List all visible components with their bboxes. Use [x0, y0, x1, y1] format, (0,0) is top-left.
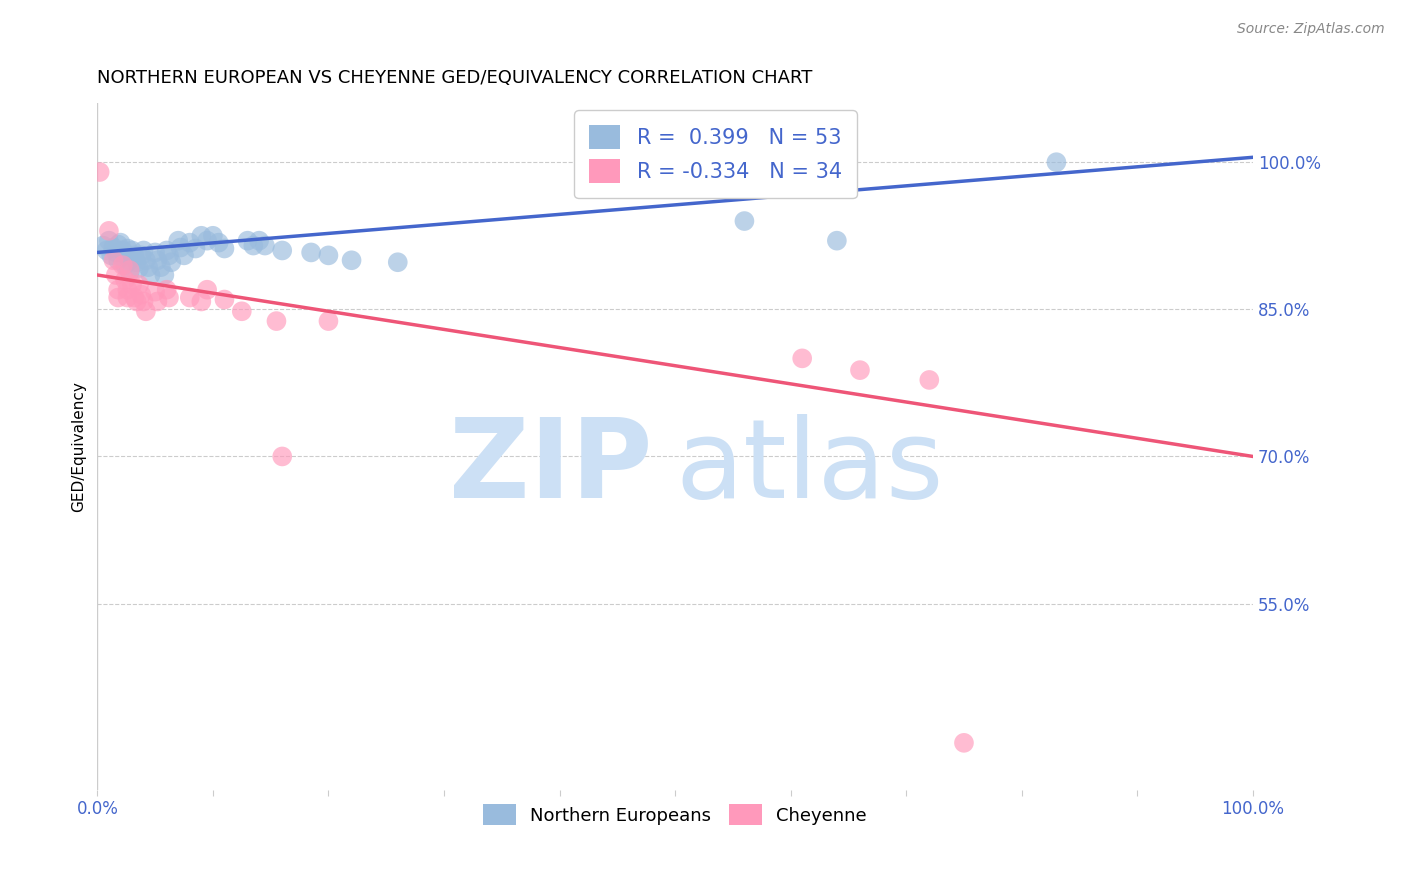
- Point: [136, 260, 159, 274]
- Point: [208, 235, 231, 250]
- Point: [156, 244, 179, 258]
- Point: [111, 244, 134, 258]
- Point: [100, 248, 122, 262]
- Point: [132, 244, 155, 258]
- Point: [214, 293, 236, 307]
- Point: [135, 253, 157, 268]
- Point: [195, 234, 218, 248]
- Point: [124, 248, 146, 262]
- Point: [118, 265, 141, 279]
- Point: [118, 263, 141, 277]
- Point: [792, 351, 814, 366]
- Point: [195, 283, 218, 297]
- Text: atlas: atlas: [675, 414, 943, 521]
- Point: [190, 294, 212, 309]
- Point: [271, 450, 294, 464]
- Point: [110, 235, 132, 250]
- Point: [139, 268, 162, 282]
- Text: ZIP: ZIP: [449, 414, 652, 521]
- Point: [146, 253, 169, 268]
- Point: [167, 234, 190, 248]
- Point: [253, 238, 276, 252]
- Point: [146, 294, 169, 309]
- Point: [825, 234, 848, 248]
- Point: [1045, 155, 1067, 169]
- Point: [733, 214, 755, 228]
- Point: [96, 244, 118, 258]
- Point: [179, 235, 201, 250]
- Point: [143, 285, 166, 299]
- Point: [103, 253, 125, 268]
- Point: [129, 248, 152, 262]
- Point: [117, 291, 139, 305]
- Point: [160, 255, 183, 269]
- Point: [124, 291, 146, 305]
- Point: [173, 248, 195, 262]
- Y-axis label: GED/Equivalency: GED/Equivalency: [72, 381, 86, 512]
- Point: [107, 291, 129, 305]
- Point: [918, 373, 941, 387]
- Point: [247, 234, 270, 248]
- Point: [318, 314, 340, 328]
- Point: [231, 304, 253, 318]
- Point: [104, 268, 127, 282]
- Point: [128, 261, 150, 276]
- Point: [179, 291, 201, 305]
- Point: [129, 287, 152, 301]
- Point: [128, 277, 150, 292]
- Point: [107, 237, 129, 252]
- Point: [97, 224, 120, 238]
- Point: [299, 245, 322, 260]
- Point: [156, 283, 179, 297]
- Point: [89, 165, 111, 179]
- Point: [190, 228, 212, 243]
- Point: [121, 244, 143, 258]
- Point: [271, 244, 294, 258]
- Point: [135, 304, 157, 318]
- Point: [125, 255, 148, 269]
- Point: [117, 242, 139, 256]
- Point: [104, 245, 127, 260]
- Point: [236, 234, 259, 248]
- Point: [149, 260, 172, 274]
- Point: [340, 253, 363, 268]
- Point: [153, 268, 176, 282]
- Point: [97, 234, 120, 248]
- Point: [242, 238, 264, 252]
- Point: [849, 363, 872, 377]
- Point: [111, 258, 134, 272]
- Point: [169, 241, 191, 255]
- Point: [157, 248, 180, 262]
- Point: [121, 277, 143, 292]
- Point: [201, 228, 224, 243]
- Point: [266, 314, 288, 328]
- Point: [184, 242, 207, 256]
- Point: [387, 255, 409, 269]
- Point: [143, 245, 166, 260]
- Point: [125, 294, 148, 309]
- Point: [114, 258, 136, 272]
- Point: [114, 273, 136, 287]
- Text: Source: ZipAtlas.com: Source: ZipAtlas.com: [1237, 22, 1385, 37]
- Point: [318, 248, 340, 262]
- Point: [214, 242, 236, 256]
- Point: [118, 253, 141, 268]
- Point: [107, 283, 129, 297]
- Legend: Northern Europeans, Cheyenne: Northern Europeans, Cheyenne: [477, 797, 875, 832]
- Point: [91, 238, 114, 252]
- Point: [117, 283, 139, 297]
- Point: [103, 241, 125, 255]
- Point: [107, 253, 129, 268]
- Point: [132, 294, 155, 309]
- Point: [114, 248, 136, 262]
- Point: [953, 736, 976, 750]
- Text: NORTHERN EUROPEAN VS CHEYENNE GED/EQUIVALENCY CORRELATION CHART: NORTHERN EUROPEAN VS CHEYENNE GED/EQUIVA…: [97, 69, 813, 87]
- Point: [157, 291, 180, 305]
